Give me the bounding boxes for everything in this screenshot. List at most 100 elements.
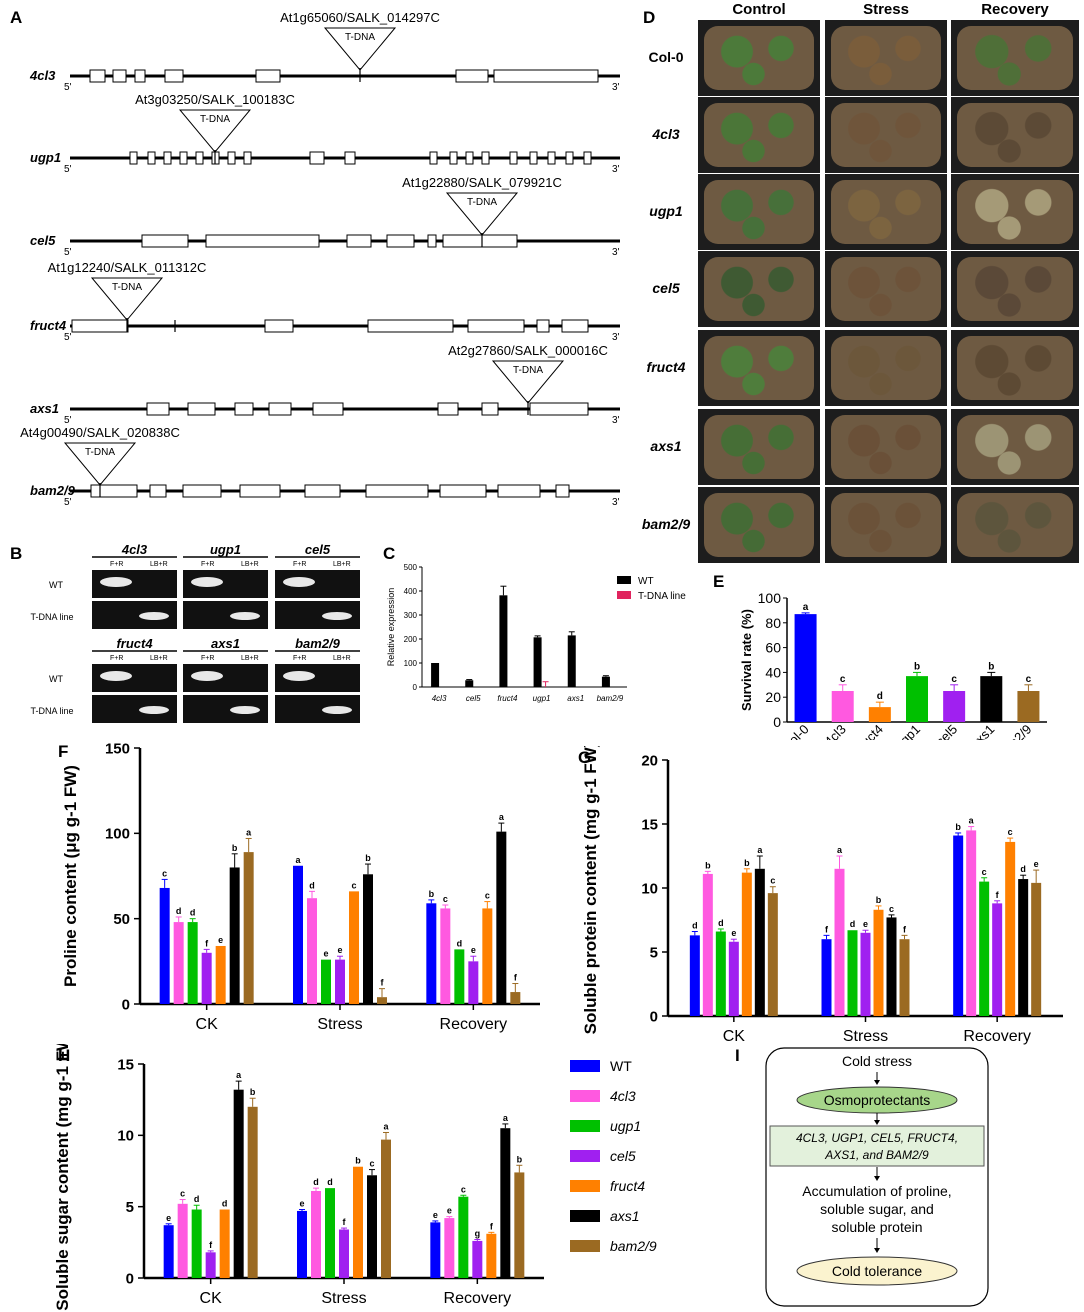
exon-box — [309, 151, 325, 165]
x-tick-label: Recovery — [440, 1016, 508, 1033]
exon-box — [565, 151, 574, 165]
exon-box — [164, 69, 184, 83]
y-tick-label: 5 — [126, 1199, 134, 1216]
panel-label-g: G — [578, 748, 592, 767]
chart-relative-expression: 0 100 200 300 400 500 4cl3 cel5 fruct4 ugp1 axs1 ba… — [386, 563, 686, 703]
plant-photo — [951, 174, 1079, 250]
legend-swatch — [570, 1240, 600, 1252]
exon-box — [561, 319, 589, 333]
primer-label: F+R — [110, 655, 123, 662]
bar-ugp1 — [191, 1209, 202, 1278]
bar-wt — [431, 663, 440, 687]
significance-letter: f — [825, 924, 829, 934]
plant-tray — [831, 180, 941, 244]
bar-cel5 — [335, 959, 345, 1004]
plant-tray — [831, 26, 941, 90]
salk-line-label: At1g65060/SALK_014297C — [280, 10, 440, 25]
bar-bam2-9 — [510, 992, 521, 1004]
bar-bam2-9 — [1031, 882, 1042, 1016]
exon-box — [239, 484, 281, 498]
bar-4cl3 — [177, 1203, 188, 1278]
significance-letter: e — [1034, 859, 1039, 869]
bar-WT — [159, 887, 170, 1004]
bar-4cl3 — [440, 908, 451, 1004]
primer-label: F+R — [201, 655, 214, 662]
bar-cel5 — [201, 952, 212, 1004]
x-tick-label: 4cl3 — [821, 722, 848, 740]
significance-letter: e — [433, 1210, 438, 1220]
five-prime-label: 5' — [64, 332, 72, 343]
y-tick-label: 15 — [117, 1056, 134, 1073]
exon-box — [493, 69, 599, 83]
bar-wt — [601, 676, 610, 687]
significance-letter: f — [209, 1240, 213, 1250]
bar-fruct4 — [349, 891, 359, 1004]
significance-letter: b — [365, 853, 371, 863]
panel-label-d: D — [643, 8, 656, 27]
significance-letter: f — [996, 890, 1000, 900]
bar-fruct4 — [1005, 841, 1016, 1016]
exon-box — [497, 484, 541, 498]
bar-survival — [794, 614, 817, 722]
exon-box — [89, 69, 106, 83]
bar-axs1 — [229, 867, 240, 1004]
plant-tray — [957, 336, 1073, 400]
exon-box — [134, 69, 146, 83]
y-tick-label: 20 — [641, 752, 658, 769]
bar-ugp1 — [325, 1188, 335, 1278]
exon-box — [437, 402, 459, 416]
significance-letter: a — [246, 827, 252, 837]
x-tick-label: cel5 — [466, 694, 481, 703]
bar-cel5 — [205, 1252, 216, 1278]
y-axis-label: Relative expression — [386, 588, 396, 667]
exon-box — [195, 151, 204, 165]
significance-letter: b — [517, 1154, 523, 1164]
x-tick-label: ugp1 — [892, 722, 923, 740]
exon-box — [536, 319, 550, 333]
bar-fruct4 — [215, 945, 226, 1004]
significance-letter: b — [876, 895, 882, 905]
photo-row-label: fruct4 — [646, 359, 686, 375]
x-tick-label: axs1 — [967, 722, 997, 740]
plant-photo — [698, 20, 820, 96]
gel-band-tdna — [230, 612, 260, 620]
significance-letter: g — [475, 1228, 481, 1238]
primer-label: F+R — [293, 655, 306, 662]
bar-cel5 — [860, 932, 871, 1016]
significance-letter: b — [955, 822, 961, 832]
photo-row-label: bam2/9 — [641, 516, 691, 532]
panel-label-a: A — [10, 8, 23, 27]
significance-letter: d — [692, 921, 698, 931]
flow-genes-line1: 4CL3, UGP1, CEL5, FRUCT4, — [796, 1131, 958, 1145]
x-tick-label: Col-0 — [779, 722, 812, 740]
panel-label-i: I — [735, 1046, 740, 1065]
bar-ugp1 — [458, 1196, 469, 1278]
tdna-triangle — [178, 109, 252, 153]
significance-letter: f — [514, 973, 518, 983]
bar-WT — [689, 935, 700, 1016]
five-prime-label: 5' — [64, 164, 72, 175]
gel-band-tdna — [322, 612, 352, 620]
significance-letter: d — [850, 919, 856, 929]
x-tick-label: Stress — [843, 1028, 888, 1045]
significance-letter: b — [250, 1087, 256, 1097]
bar-axs1 — [500, 1128, 511, 1278]
bar-bam2-9 — [381, 1139, 391, 1278]
bar-WT — [426, 903, 437, 1004]
significance-letter: b — [914, 661, 920, 672]
panel-label-b: B — [10, 544, 23, 563]
significance-letter: e — [166, 1213, 171, 1223]
exon-box — [146, 402, 170, 416]
plant-photo — [825, 409, 947, 485]
panel-label-e: E — [713, 572, 725, 591]
significance-letter: c — [1026, 674, 1032, 685]
significance-letter: c — [369, 1159, 374, 1169]
exon-box — [255, 69, 281, 83]
plant-photo — [698, 487, 820, 563]
exon-box — [365, 484, 429, 498]
plant-tray — [704, 336, 814, 400]
significance-letter: c — [180, 1189, 185, 1199]
legend-label: WT — [610, 1058, 632, 1074]
plant-photo-grid: Control Stress Recovery Col-0 4cl3 ugp1 cel5 fr… — [636, 0, 1084, 570]
bar-axs1 — [363, 874, 373, 1004]
